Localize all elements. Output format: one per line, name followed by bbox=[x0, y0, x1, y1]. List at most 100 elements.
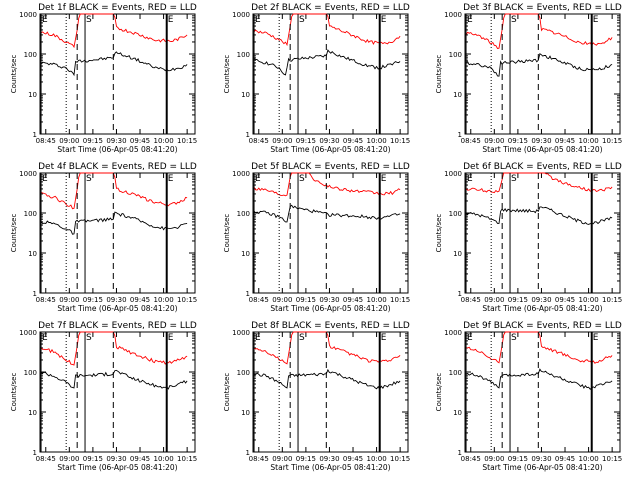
x-tick-label: 08:45 bbox=[461, 296, 481, 304]
y-tick-label: 10 bbox=[28, 250, 37, 258]
y-tick-label: 100 bbox=[24, 51, 37, 59]
plot-frame bbox=[39, 13, 196, 135]
y-tick-label: 1 bbox=[246, 131, 250, 139]
y-tick-label: 1 bbox=[33, 290, 37, 298]
marker-label: S bbox=[299, 15, 305, 25]
plot-frame bbox=[39, 172, 196, 294]
marker-label: S bbox=[86, 333, 92, 343]
series-lld-line bbox=[466, 331, 613, 364]
x-tick-label: 08:45 bbox=[461, 137, 481, 145]
x-tick-label: 09:00 bbox=[272, 455, 292, 463]
chart-panel-5: Det 5f BLACK = Events, RED = LLD 1 10 100 10… bbox=[223, 162, 410, 313]
series-lld-line bbox=[253, 13, 401, 47]
x-tick-label: 10:00 bbox=[153, 296, 173, 304]
y-tick-label: 100 bbox=[449, 51, 462, 59]
y-axis-label: Counts/sec bbox=[435, 373, 443, 412]
y-tick-label: 10 bbox=[453, 250, 462, 258]
marker-label: E bbox=[168, 15, 174, 25]
y-tick-label: 10 bbox=[453, 409, 462, 417]
y-axis-label: Counts/sec bbox=[435, 55, 443, 94]
marker-label: E bbox=[593, 333, 599, 343]
y-axis-label: Counts/sec bbox=[223, 55, 231, 94]
x-tick-label: 09:00 bbox=[484, 455, 504, 463]
x-tick-label: 10:15 bbox=[602, 137, 622, 145]
y-tick-label: 100 bbox=[449, 210, 462, 218]
y-tick-label: 1000 bbox=[444, 11, 462, 19]
series-lld-line bbox=[465, 172, 613, 194]
series-lld-line bbox=[40, 331, 188, 366]
y-axis-label: Counts/sec bbox=[435, 214, 443, 253]
plot-frame bbox=[252, 172, 409, 294]
plot-frame bbox=[464, 331, 621, 453]
marker-label: E bbox=[467, 333, 473, 343]
x-tick-label: 09:30 bbox=[531, 455, 551, 463]
marker-label: S bbox=[86, 174, 92, 184]
y-axis-label: Counts/sec bbox=[10, 214, 18, 253]
x-tick-label: 10:00 bbox=[578, 137, 598, 145]
x-tick-label: 09:45 bbox=[130, 455, 150, 463]
series-events-line bbox=[253, 204, 401, 223]
y-axis-label: Counts/sec bbox=[10, 55, 18, 94]
x-tick-label: 10:00 bbox=[153, 455, 173, 463]
x-tick-label: 09:45 bbox=[343, 137, 363, 145]
marker-label: E bbox=[467, 174, 473, 184]
marker-label: S bbox=[299, 174, 305, 184]
x-axis-label: Start Time (06-Apr-05 08:41:20) bbox=[57, 145, 177, 154]
chart-title: Det 6f BLACK = Events, RED = LLD bbox=[463, 162, 622, 172]
y-tick-label: 1 bbox=[33, 449, 37, 457]
series-events-line bbox=[253, 49, 401, 76]
marker-label: E bbox=[255, 333, 261, 343]
x-tick-label: 10:00 bbox=[153, 137, 173, 145]
y-tick-label: 1000 bbox=[19, 170, 37, 178]
marker-label: E bbox=[593, 174, 599, 184]
series-events-line bbox=[465, 368, 613, 390]
series-events-line bbox=[465, 52, 613, 77]
x-tick-label: 10:15 bbox=[602, 296, 622, 304]
x-tick-label: 08:45 bbox=[249, 455, 269, 463]
marker-label: E bbox=[381, 15, 387, 25]
x-tick-label: 10:15 bbox=[177, 455, 197, 463]
y-tick-label: 10 bbox=[241, 91, 250, 99]
y-tick-label: 100 bbox=[237, 210, 250, 218]
marker-label: S bbox=[511, 174, 517, 184]
x-tick-label: 09:00 bbox=[272, 296, 292, 304]
plot-frame bbox=[252, 331, 409, 453]
x-tick-label: 09:00 bbox=[59, 137, 79, 145]
chart-panel-8: Det 8f BLACK = Events, RED = LLD 1 10 100 10… bbox=[223, 321, 410, 472]
x-axis-label: Start Time (06-Apr-05 08:41:20) bbox=[270, 463, 390, 472]
x-axis-label: Start Time (06-Apr-05 08:41:20) bbox=[57, 463, 177, 472]
x-tick-label: 09:00 bbox=[484, 137, 504, 145]
x-tick-label: 09:15 bbox=[83, 455, 103, 463]
x-tick-label: 09:15 bbox=[83, 296, 103, 304]
series-events-line bbox=[40, 211, 188, 235]
marker-label: E bbox=[467, 15, 473, 25]
y-tick-label: 10 bbox=[241, 409, 250, 417]
x-tick-label: 10:00 bbox=[578, 296, 598, 304]
y-tick-label: 1000 bbox=[232, 170, 250, 178]
x-tick-label: 08:45 bbox=[36, 455, 56, 463]
x-tick-label: 10:00 bbox=[366, 137, 386, 145]
marker-label: E bbox=[42, 174, 48, 184]
x-tick-label: 09:00 bbox=[59, 455, 79, 463]
x-tick-label: 09:30 bbox=[319, 296, 339, 304]
y-tick-label: 100 bbox=[237, 51, 250, 59]
x-tick-label: 09:45 bbox=[130, 296, 150, 304]
x-tick-label: 08:45 bbox=[36, 296, 56, 304]
marker-label: S bbox=[86, 15, 92, 25]
x-tick-label: 09:00 bbox=[272, 137, 292, 145]
y-tick-label: 1 bbox=[246, 290, 250, 298]
x-tick-label: 08:45 bbox=[36, 137, 56, 145]
x-tick-label: 10:15 bbox=[390, 455, 410, 463]
x-tick-label: 09:15 bbox=[508, 296, 528, 304]
series-lld-line bbox=[40, 172, 188, 210]
x-tick-label: 09:45 bbox=[555, 296, 575, 304]
x-tick-label: 09:45 bbox=[343, 455, 363, 463]
y-tick-label: 10 bbox=[28, 409, 37, 417]
x-tick-label: 09:30 bbox=[531, 137, 551, 145]
y-tick-label: 100 bbox=[24, 210, 37, 218]
y-axis-label: Counts/sec bbox=[10, 373, 18, 412]
chart-title: Det 3f BLACK = Events, RED = LLD bbox=[463, 3, 622, 13]
plot-frame bbox=[252, 13, 409, 135]
series-lld-line bbox=[253, 172, 401, 197]
y-tick-label: 100 bbox=[24, 369, 37, 377]
